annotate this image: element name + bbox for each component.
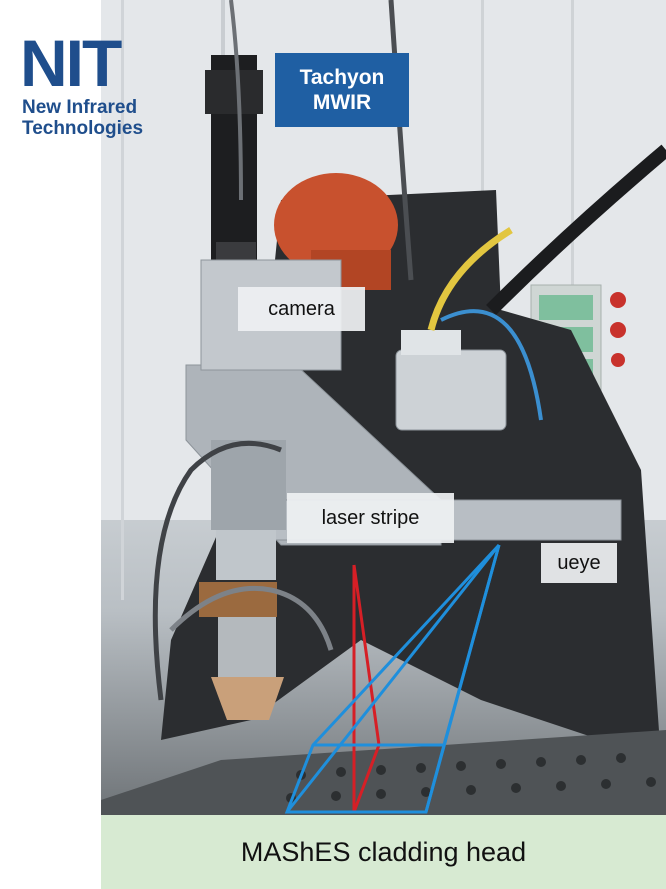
tachyon-label-line-2: MWIR bbox=[312, 91, 372, 114]
tachyon-label-line-1: Tachyon bbox=[299, 66, 385, 89]
logo-line-2: Technologies bbox=[22, 118, 144, 139]
logo-line-1: New Infrared bbox=[22, 97, 138, 118]
camera-label: camera bbox=[238, 287, 365, 331]
caption-bar: MAShES cladding head bbox=[101, 815, 666, 889]
tachyon-mwir-label: Tachyon MWIR bbox=[275, 53, 409, 127]
nit-logo: NIT New Infrared Technologies bbox=[20, 30, 190, 145]
laser-stripe-label: laser stripe bbox=[287, 493, 454, 543]
caption-text: MAShES cladding head bbox=[240, 836, 527, 867]
ueye-label: ueye bbox=[541, 543, 617, 583]
logo-mark: NIT bbox=[20, 26, 122, 100]
